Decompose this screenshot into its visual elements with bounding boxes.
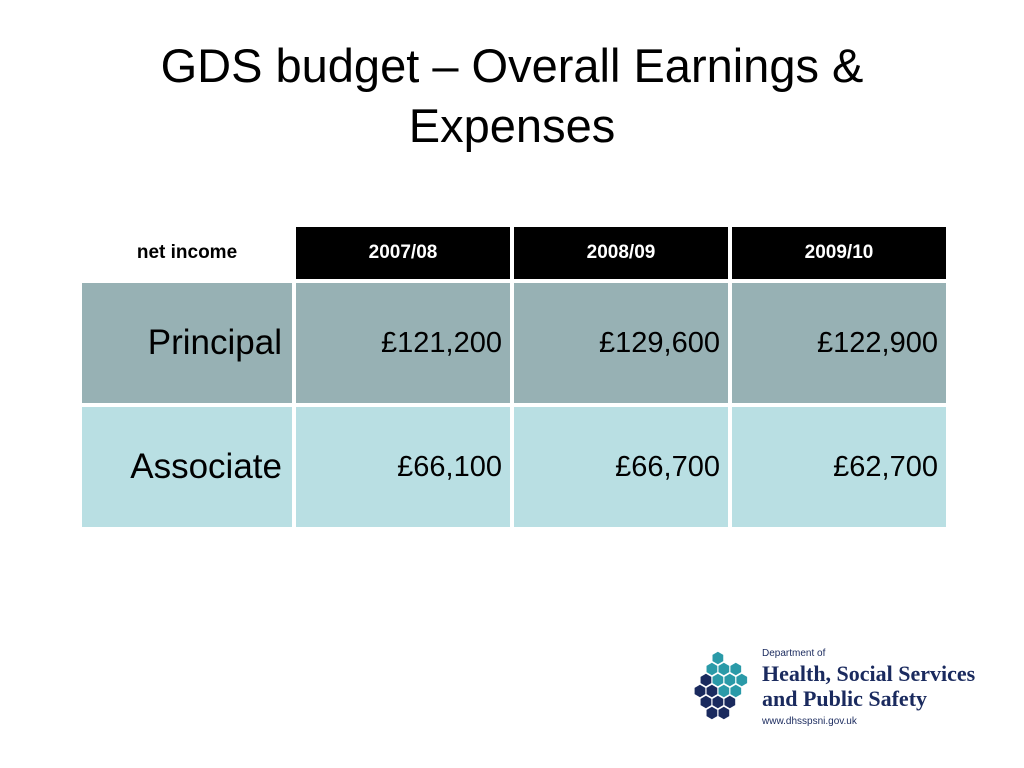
logo-url: www.dhsspsni.gov.uk	[762, 716, 857, 727]
column-header-2009-10: 2009/10	[732, 227, 946, 279]
logo-hexagon	[730, 684, 742, 698]
slide-title: GDS budget – Overall Earnings & Expenses	[40, 36, 984, 156]
logo-hexagon	[724, 695, 736, 709]
logo-hexagon	[718, 662, 730, 676]
cell-principal-2009-10: £122,900	[732, 283, 946, 403]
table-row-principal: Principal £121,200 £129,600 £122,900	[82, 283, 946, 403]
cell-associate-2008-09: £66,700	[514, 407, 728, 527]
logo-hexagon	[718, 706, 730, 720]
row-label-principal: Principal	[82, 283, 292, 403]
slide-title-line-1: GDS budget – Overall Earnings &	[160, 39, 864, 92]
column-header-2008-09: 2008/09	[514, 227, 728, 279]
cell-principal-2008-09: £129,600	[514, 283, 728, 403]
logo-hexagon	[712, 695, 724, 709]
logo-name-line-1: Health, Social Services	[762, 661, 976, 686]
department-logo: Department of Health, Social Services an…	[690, 648, 990, 734]
logo-hexagon	[712, 651, 724, 665]
logo-hexagon	[700, 695, 712, 709]
net-income-table: net income 2007/08 2008/09 2009/10 Princ…	[78, 223, 950, 531]
logo-hexagon	[694, 684, 706, 698]
cell-associate-2009-10: £62,700	[732, 407, 946, 527]
logo-hexagon	[730, 662, 742, 676]
slide-title-line-2: Expenses	[408, 99, 616, 152]
row-label-associate: Associate	[82, 407, 292, 527]
logo-hexagon	[712, 673, 724, 687]
logo-name-line-2: and Public Safety	[762, 686, 928, 711]
logo-hexagon	[706, 662, 718, 676]
table-header-row: net income 2007/08 2008/09 2009/10	[82, 227, 946, 279]
logo-hexagon	[700, 673, 712, 687]
logo-hexagon	[718, 684, 730, 698]
logo-hexagon	[724, 673, 736, 687]
logo-hexagon	[706, 706, 718, 720]
logo-hexagon	[706, 684, 718, 698]
table-row-associate: Associate £66,100 £66,700 £62,700	[82, 407, 946, 527]
logo-department-text: Department of	[762, 648, 826, 659]
cell-associate-2007-08: £66,100	[296, 407, 510, 527]
hexagon-cluster-icon	[694, 651, 748, 720]
column-header-2007-08: 2007/08	[296, 227, 510, 279]
logo-hexagon	[736, 673, 748, 687]
cell-principal-2007-08: £121,200	[296, 283, 510, 403]
corner-label: net income	[82, 227, 292, 279]
